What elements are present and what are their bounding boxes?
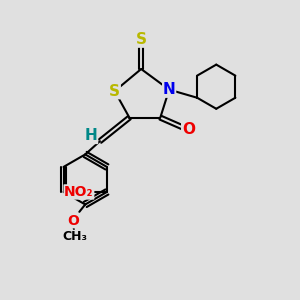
Text: H: H: [85, 128, 98, 143]
Text: CH₃: CH₃: [62, 230, 87, 243]
Text: NO₂: NO₂: [64, 185, 94, 199]
Text: O: O: [68, 214, 80, 228]
Text: S: S: [109, 84, 120, 99]
Text: S: S: [136, 32, 147, 47]
Text: O: O: [182, 122, 195, 137]
Text: N: N: [163, 82, 175, 97]
